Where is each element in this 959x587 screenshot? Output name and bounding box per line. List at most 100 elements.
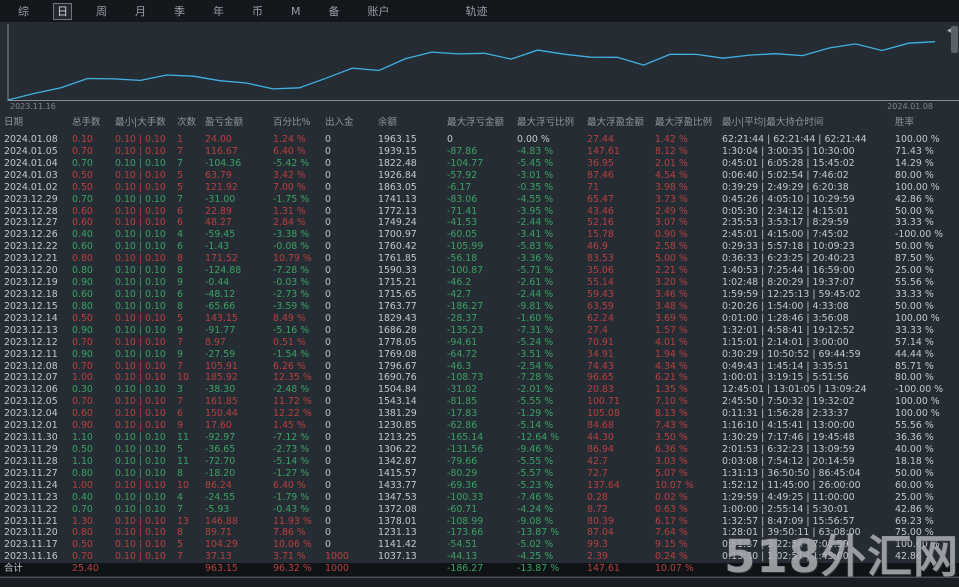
table-row[interactable]: 2023.11.24 1.00 0.10 | 0.10 10 86.24 6.40 % 0 1… [0, 480, 959, 492]
table-row[interactable]: 2023.12.12 0.70 0.10 | 0.10 7 8.97 0.51 % 0 177… [0, 337, 959, 349]
cell-min-max-lots: 0.10 | 0.10 [115, 169, 166, 181]
total-row[interactable]: 合计 25.40 963.15 96.32 % 1000 -186.27 -13.87 % 1… [0, 563, 959, 576]
table-row[interactable]: 2023.12.13 0.90 0.10 | 0.10 9 -91.77 -5.16 % 0… [0, 325, 959, 337]
table-row[interactable]: 2023.12.06 0.30 0.10 | 0.10 3 -38.30 -2.48 % 0… [0, 384, 959, 396]
cell-win-rate: 42.86 % [895, 551, 934, 563]
cell-max-float-profit-pct: 3.73 % [655, 193, 688, 205]
cell-hold-time: 0:45:01 | 6:05:28 | 15:45:02 [722, 157, 855, 169]
cell-lots: 0.70 [72, 551, 93, 563]
table-row[interactable]: 2023.11.30 1.10 0.10 | 0.10 11 -92.97 -7.12 %… [0, 432, 959, 444]
table-row[interactable]: 2023.12.21 0.80 0.10 | 0.10 8 171.52 10.79 % 0… [0, 253, 959, 265]
table-row[interactable]: 2024.01.04 0.70 0.10 | 0.10 7 -104.36 -5.42 %… [0, 158, 959, 170]
table-row[interactable]: 2023.11.17 0.50 0.10 | 0.10 5 104.29 10.06 % 0… [0, 539, 959, 551]
cell-count: 11 [177, 455, 189, 467]
table-row[interactable]: 2023.12.05 0.70 0.10 | 0.10 7 161.85 11.72 % 0… [0, 396, 959, 408]
tab-季[interactable]: 季 [174, 4, 185, 18]
cell-max-float-profit: 43.46 [587, 205, 614, 217]
table-row[interactable]: 2023.11.20 0.80 0.10 | 0.10 8 89.71 7.86 % 0 12… [0, 527, 959, 539]
cell-date: 2023.12.28 [4, 205, 58, 217]
table-row[interactable]: 2024.01.03 0.50 0.10 | 0.10 5 63.79 3.42 % 0 19… [0, 170, 959, 182]
cell-deposit: 0 [325, 265, 331, 277]
cell-pnl: 963.15 [205, 563, 238, 575]
table-row[interactable]: 2023.12.20 0.80 0.10 | 0.10 8 -124.88 -7.28 %… [0, 265, 959, 277]
table-row[interactable]: 2023.12.22 0.60 0.10 | 0.10 6 -1.43 -0.08 % 0 1… [0, 241, 959, 253]
table-row[interactable]: 2023.12.14 0.50 0.10 | 0.10 5 143.15 8.49 % 0 1… [0, 313, 959, 325]
cell-win-rate: 33.33 % [895, 217, 934, 229]
cell-min-max-lots: 0.10 | 0.10 [115, 503, 166, 515]
cell-win-rate: 33.33 % [895, 288, 934, 300]
cell-max-float-loss: -87.86 [447, 145, 478, 157]
tab-M[interactable]: M [291, 4, 301, 18]
tab-轨迹[interactable]: 轨迹 [465, 4, 488, 18]
cell-max-float-profit: 44.30 [587, 432, 614, 444]
col-header-max-float-profit: 最大浮盈金额 [587, 117, 645, 128]
cell-lots: 0.60 [72, 241, 93, 253]
cell-percent: 12.35 % [273, 372, 312, 384]
tab-日[interactable]: 日 [53, 2, 72, 20]
cell-lots: 0.40 [72, 229, 93, 241]
table-row[interactable]: 2023.12.08 0.70 0.10 | 0.10 7 105.91 6.26 % 0 1… [0, 361, 959, 373]
cell-max-float-profit: 15.78 [587, 229, 614, 241]
chart-scrollbar[interactable] [951, 26, 958, 53]
table-row[interactable]: 2024.01.02 0.50 0.10 | 0.10 5 121.92 7.00 % 0 1… [0, 182, 959, 194]
tab-账户[interactable]: 账户 [367, 4, 390, 18]
table-row[interactable]: 2023.12.29 0.70 0.10 | 0.10 7 -31.00 -1.75 % 0… [0, 194, 959, 206]
table-row[interactable]: 2023.11.28 1.10 0.10 | 0.10 11 -72.70 -5.14 %… [0, 456, 959, 468]
table-row[interactable]: 2023.12.18 0.60 0.10 | 0.10 6 -48.12 -2.73 % 0… [0, 289, 959, 301]
cell-max-float-profit: 0.28 [587, 491, 608, 503]
table-row[interactable]: 2023.12.07 1.00 0.10 | 0.10 10 185.92 12.35 %… [0, 372, 959, 384]
table-row[interactable]: 2023.11.29 0.50 0.10 | 0.10 5 -36.65 -2.73 % 0… [0, 444, 959, 456]
cell-max-float-loss: -56.18 [447, 253, 478, 265]
table-row[interactable]: 2023.12.19 0.90 0.10 | 0.10 9 -0.44 -0.03 % 0 1… [0, 277, 959, 289]
table-row[interactable]: 2023.12.28 0.60 0.10 | 0.10 6 22.89 1.31 % 0 17… [0, 206, 959, 218]
cell-min-max-lots [115, 563, 177, 576]
table-row[interactable]: 2023.11.16 0.70 0.10 | 0.10 7 37.13 3.71 % 100… [0, 551, 959, 563]
table-row[interactable]: 2023.11.23 0.40 0.10 | 0.10 4 -24.55 -1.79 % 0… [0, 492, 959, 504]
cell-balance: 1590.33 [378, 265, 417, 277]
cell-count: 9 [177, 277, 183, 289]
cell-hold-time: 1:40:53 | 7:25:44 | 16:59:00 [722, 265, 855, 277]
cell-percent: 7.00 % [273, 181, 306, 193]
cell-balance: 1231.13 [378, 527, 417, 539]
cell-max-float-profit-pct: 2.49 % [655, 205, 688, 217]
cell-min-max-lots: 0.10 | 0.10 [115, 420, 166, 432]
table-row[interactable]: 2024.01.05 0.70 0.10 | 0.10 7 116.67 6.40 % 0 1… [0, 146, 959, 158]
table-row[interactable]: 2023.12.15 0.80 0.10 | 0.10 8 -65.66 -3.59 % 0… [0, 301, 959, 313]
tab-年[interactable]: 年 [213, 4, 224, 18]
table-row[interactable]: 2024.01.08 0.10 0.10 | 0.10 1 24.00 1.24 % 0 19… [0, 134, 959, 146]
cell-max-float-loss: -64.72 [447, 348, 478, 360]
cell-date: 2023.12.08 [4, 360, 58, 372]
tab-月[interactable]: 月 [135, 4, 146, 18]
cell-deposit: 0 [325, 479, 331, 491]
table-row[interactable]: 2023.11.22 0.70 0.10 | 0.10 7 -5.93 -0.43 % 0 1… [0, 504, 959, 516]
cell-max-float-loss-pct: -3.01 % [517, 169, 554, 181]
table-row[interactable]: 2023.12.01 0.90 0.10 | 0.10 9 17.60 1.45 % 0 12… [0, 420, 959, 432]
cell-min-max-lots: 0.10 | 0.10 [115, 396, 166, 408]
table-row[interactable]: 2023.11.27 0.80 0.10 | 0.10 8 -18.20 -1.27 % 0… [0, 468, 959, 480]
cell-pnl: -1.43 [205, 241, 230, 253]
table-row[interactable]: 2023.11.21 1.30 0.10 | 0.10 13 146.88 11.93 %… [0, 516, 959, 528]
cell-pnl: 63.79 [205, 169, 232, 181]
cell-date: 2023.11.23 [4, 491, 58, 503]
cell-deposit: 0 [325, 300, 331, 312]
tab-综[interactable]: 综 [18, 4, 29, 18]
table-row[interactable]: 2023.12.04 0.60 0.10 | 0.10 6 150.44 12.22 % 0… [0, 408, 959, 420]
cell-percent: -3.59 % [273, 300, 310, 312]
table-row[interactable]: 2023.12.27 0.60 0.10 | 0.10 6 48.27 2.84 % 0 17… [0, 217, 959, 229]
cell-pnl: -65.66 [205, 300, 236, 312]
tab-周[interactable]: 周 [96, 4, 107, 18]
cell-lots: 0.80 [72, 467, 93, 479]
tab-备[interactable]: 备 [328, 4, 340, 18]
cell-min-max-lots: 0.10 | 0.10 [115, 479, 166, 491]
table-row[interactable]: 2023.12.11 0.90 0.10 | 0.10 9 -27.59 -1.54 % 0… [0, 349, 959, 361]
table-row[interactable]: 2023.12.26 0.40 0.10 | 0.10 4 -59.45 -3.38 % 0… [0, 229, 959, 241]
cell-count: 1 [177, 134, 183, 145]
cell-max-float-loss-pct: -5.55 % [517, 396, 554, 408]
cell-max-float-loss: -80.29 [447, 467, 478, 479]
tab-币[interactable]: 币 [252, 4, 263, 18]
cell-date: 2023.12.14 [4, 312, 58, 324]
cell-lots: 0.70 [72, 145, 93, 157]
chart-axis [7, 24, 959, 101]
cell-balance: 1761.85 [378, 253, 417, 265]
cell-percent: -1.75 % [273, 193, 310, 205]
